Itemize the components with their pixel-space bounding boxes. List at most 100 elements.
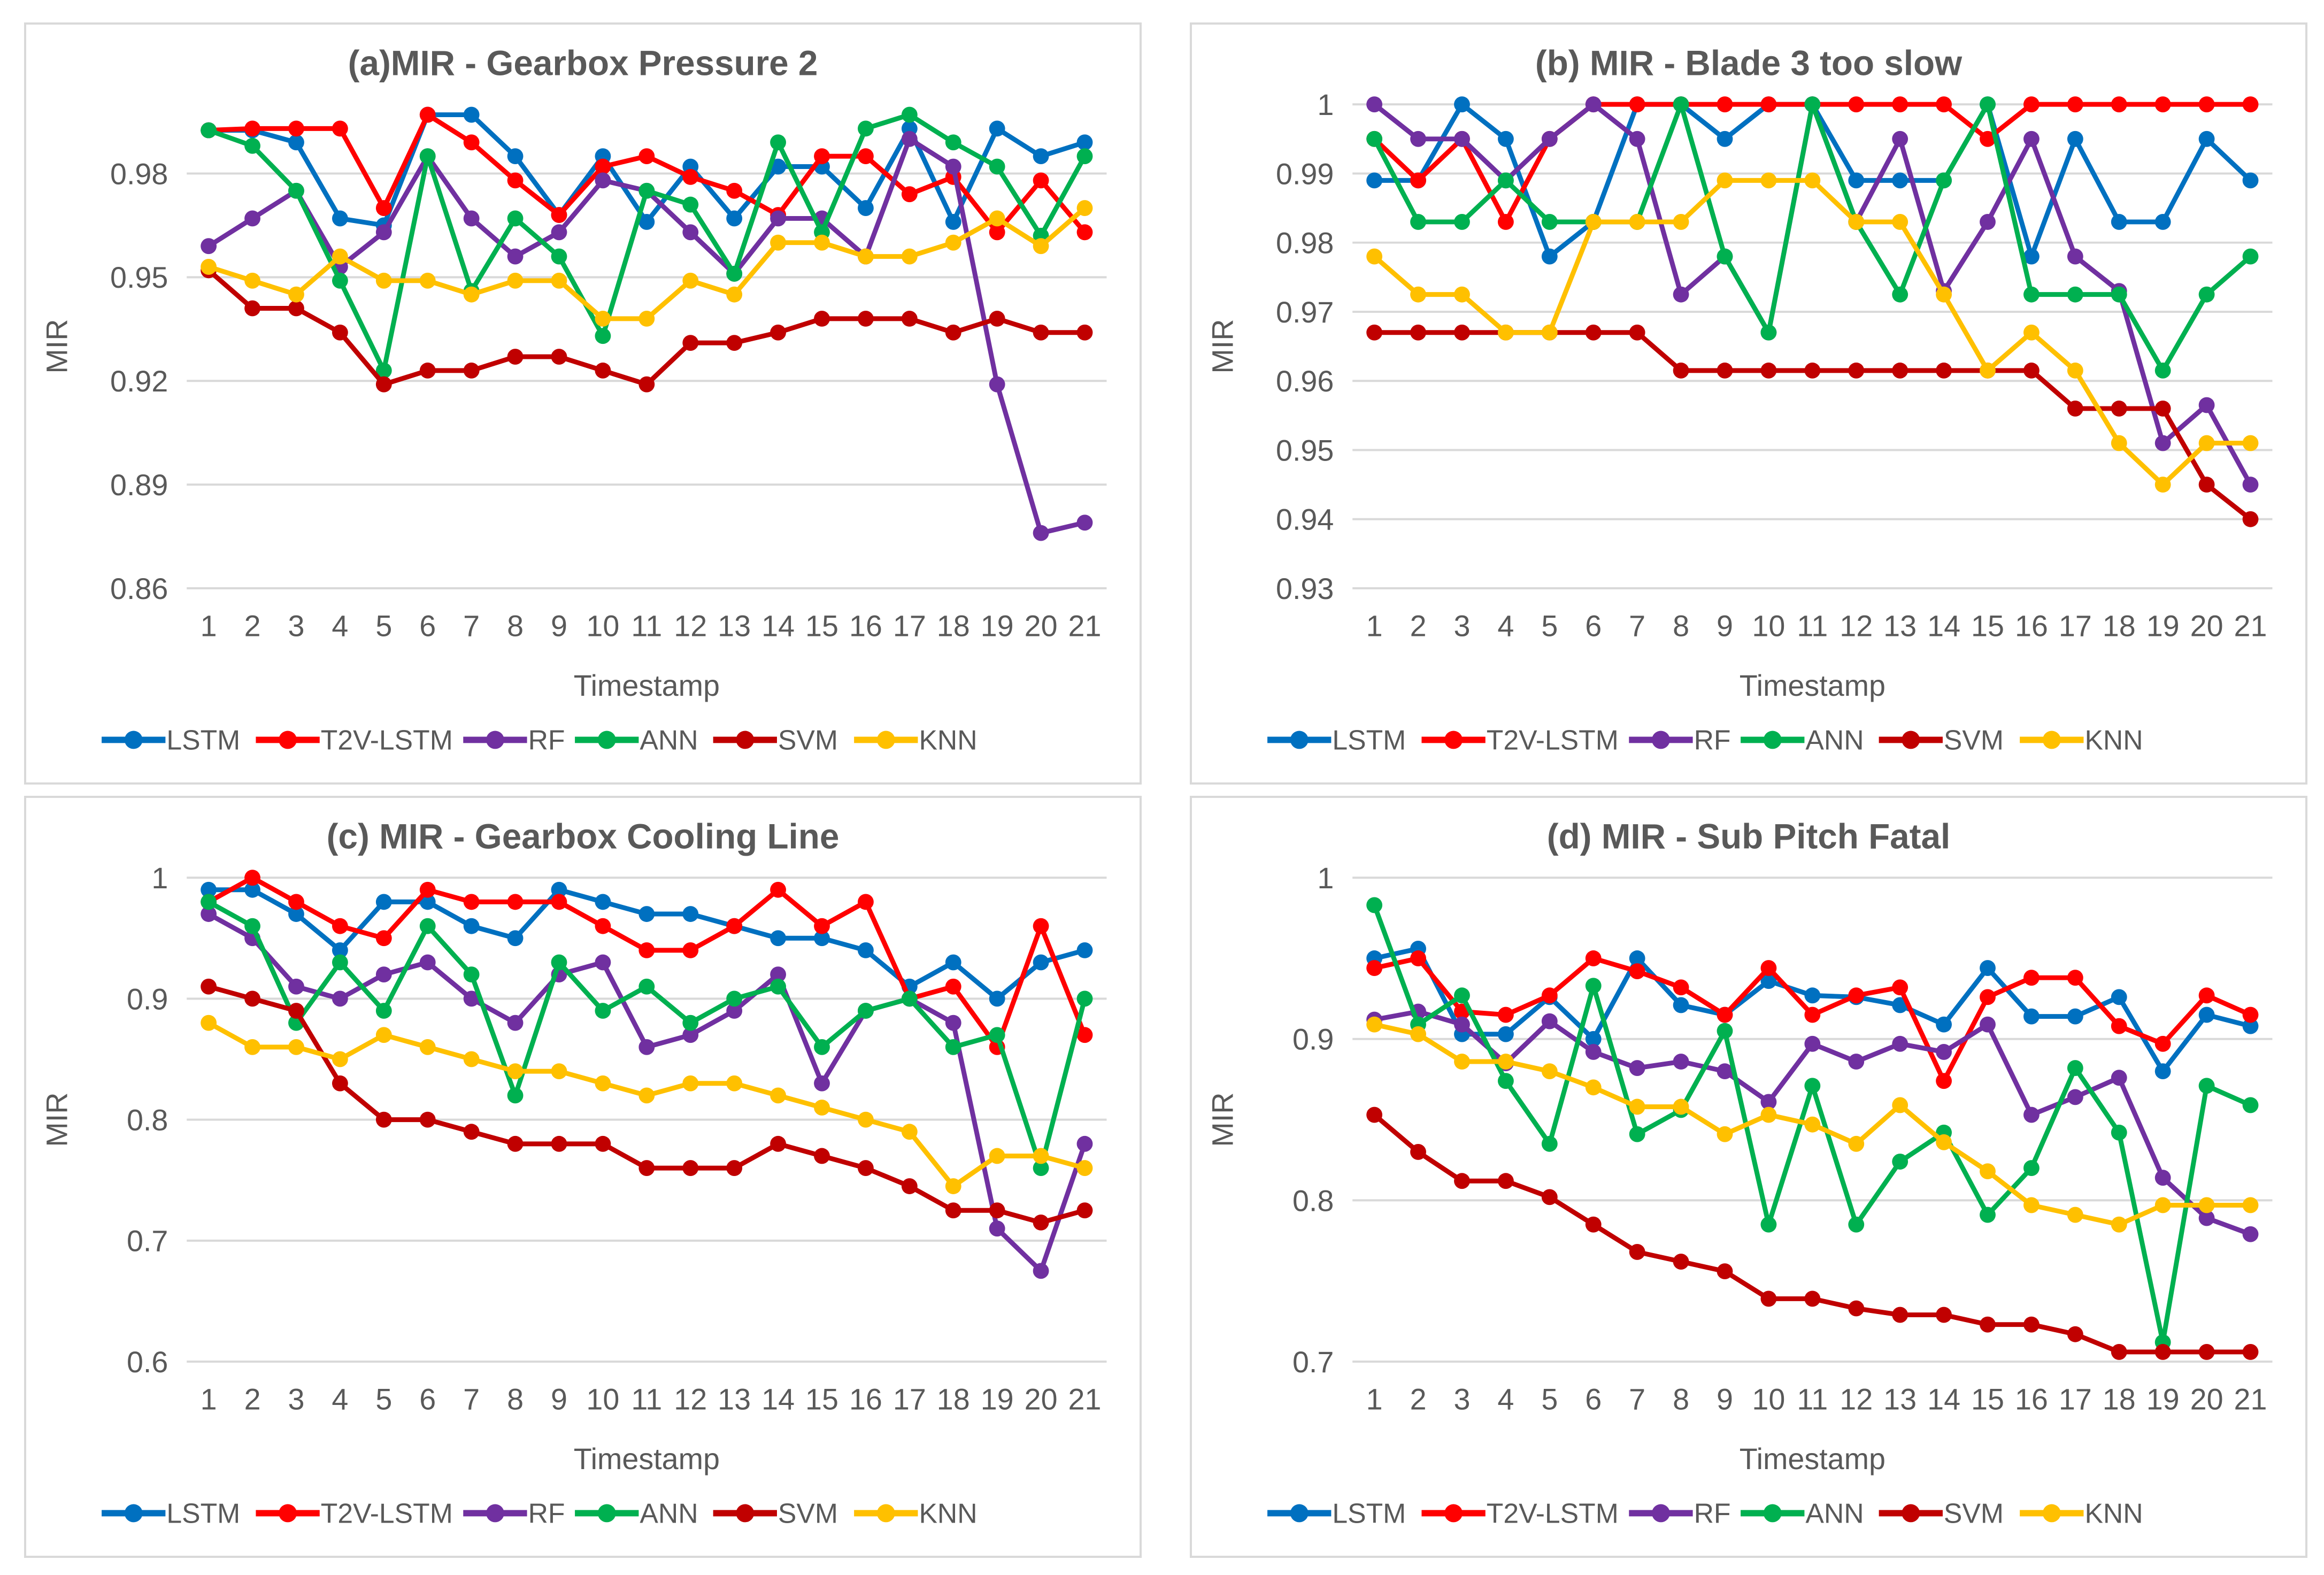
legend-marker (876, 731, 895, 749)
data-point (1076, 1160, 1093, 1177)
x-tick-label: 13 (718, 1383, 751, 1416)
data-point (1454, 324, 1470, 341)
data-point (814, 930, 830, 947)
data-point (1804, 1035, 1821, 1052)
data-point (507, 349, 524, 365)
data-point (551, 207, 567, 223)
data-point (682, 1027, 699, 1043)
x-tick-label: 14 (1927, 1383, 1960, 1416)
data-point (770, 966, 786, 983)
data-point (1033, 1148, 1049, 1164)
data-point (1980, 1163, 1996, 1180)
data-point (1717, 130, 1733, 147)
x-tick-label: 11 (1797, 1383, 1828, 1416)
data-point (2111, 1070, 2127, 1086)
data-point (2154, 1170, 2171, 1186)
data-point (901, 106, 918, 123)
x-tick-label: 4 (1497, 1383, 1514, 1416)
data-point (638, 214, 655, 230)
data-point (375, 200, 392, 216)
data-point (595, 158, 611, 175)
data-point (1033, 1214, 1049, 1231)
data-point (1673, 362, 1689, 379)
legend-marker (1763, 731, 1782, 749)
data-point (682, 196, 699, 213)
data-point (2198, 477, 2215, 493)
data-point (1366, 1016, 1383, 1033)
data-point (682, 224, 699, 241)
data-point (1585, 214, 1602, 230)
data-point (2111, 1216, 2127, 1233)
data-point (945, 1202, 961, 1219)
series-rf (1366, 1003, 2259, 1242)
data-point (2242, 1197, 2259, 1213)
data-point (814, 1100, 830, 1116)
chart-title: (d) MIR - Sub Pitch Fatal (1547, 817, 1950, 856)
data-point (1936, 362, 1952, 379)
data-point (726, 1160, 743, 1177)
legend-item-knn: KNN (2020, 724, 2143, 755)
data-point (1454, 1016, 1470, 1033)
data-point (551, 349, 567, 365)
x-axis-title: Timestamp (574, 1442, 720, 1476)
data-point (1076, 200, 1093, 216)
x-tick-label: 15 (805, 610, 838, 643)
data-point (1980, 362, 1996, 379)
series-line (1373, 1113, 2251, 1355)
data-point (419, 148, 436, 165)
legend-item-t2v-lstm: T2V-LSTM (1421, 1497, 1619, 1528)
data-point (726, 918, 743, 934)
data-point (1076, 990, 1093, 1007)
x-tick-label: 10 (586, 610, 619, 643)
data-point (2154, 362, 2171, 379)
data-point (2023, 1316, 2040, 1333)
legend-item-rf: RF (463, 1497, 565, 1528)
data-point (989, 1148, 1005, 1164)
x-tick-label: 20 (1025, 1383, 1058, 1416)
legend-label: ANN (1805, 724, 1864, 755)
x-tick-label: 18 (2103, 610, 2136, 643)
data-point (201, 978, 217, 995)
data-point (1980, 1316, 1996, 1333)
y-axis-title: MIR (40, 1093, 73, 1147)
data-point (638, 1087, 655, 1104)
data-point (945, 1178, 961, 1194)
x-tick-label: 5 (375, 610, 392, 643)
data-point (1629, 1244, 1645, 1260)
legend-marker (597, 731, 616, 749)
data-point (288, 120, 304, 137)
data-point (1892, 362, 1909, 379)
data-point (989, 120, 1005, 137)
data-point (989, 1027, 1005, 1043)
data-point (1033, 324, 1049, 341)
data-point (989, 158, 1005, 175)
data-point (945, 324, 961, 341)
y-axis-title: MIR (1206, 319, 1239, 374)
data-point (595, 1003, 611, 1019)
data-point (1585, 96, 1602, 113)
series-ann (201, 894, 1093, 1177)
data-point (2067, 401, 2083, 417)
data-point (1366, 96, 1383, 113)
legend-marker (486, 731, 504, 749)
data-point (463, 134, 480, 151)
data-point (2154, 435, 2171, 451)
data-point (375, 966, 392, 983)
data-point (2242, 511, 2259, 527)
data-point (1629, 950, 1645, 966)
x-tick-label: 7 (463, 1383, 480, 1416)
data-point (2067, 286, 2083, 303)
data-point (770, 234, 786, 251)
data-point (858, 200, 874, 216)
data-point (551, 954, 567, 971)
data-point (2242, 248, 2259, 265)
data-point (595, 1075, 611, 1092)
data-point (1892, 130, 1909, 147)
data-point (901, 310, 918, 327)
series-line (1374, 330, 2252, 521)
data-point (1454, 96, 1470, 113)
x-tick-label: 19 (2146, 610, 2180, 643)
x-tick-label: 5 (375, 1383, 392, 1416)
y-tick-label: 0.89 (110, 468, 168, 502)
data-point (463, 894, 480, 910)
